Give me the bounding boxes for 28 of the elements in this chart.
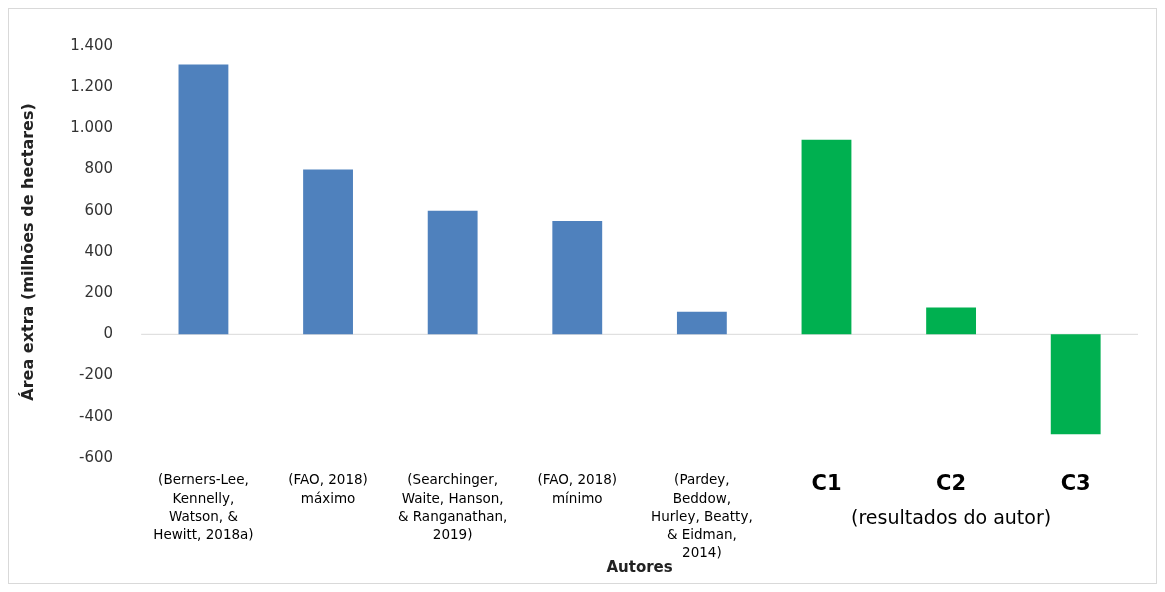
x-tick-label: C3 <box>1060 470 1091 495</box>
text: (resultados do autor) <box>851 506 1052 529</box>
y-tick-label: -200 <box>79 365 114 384</box>
bar <box>178 64 229 335</box>
y-tick-label: 1.200 <box>70 77 114 96</box>
bar <box>676 311 727 335</box>
bar <box>552 221 603 335</box>
bar <box>303 169 353 335</box>
x-tick-label: (Berners-Lee, Kennelly, Watson, & Hewitt, 2018a) <box>153 471 254 543</box>
y-tick-label: 800 <box>84 159 114 178</box>
y-tick-label: 0 <box>103 324 114 343</box>
x-tick-label: C1 <box>811 470 842 495</box>
x-tick-label: (Searchinger, Waite, Hanson, & Ranganathan, 2019) <box>397 471 508 543</box>
y-tick-label: 1.400 <box>70 35 114 54</box>
x-tick-label: (FAO, 2018) máximo <box>288 471 368 506</box>
bar <box>1050 334 1101 435</box>
x-tick-label: (FAO, 2018) mínimo <box>537 471 618 506</box>
bar <box>801 139 852 335</box>
y-tick-label: -400 <box>79 406 114 425</box>
y-tick-label: 600 <box>84 200 114 219</box>
bar <box>926 307 977 335</box>
x-tick-label: C2 <box>936 470 967 495</box>
y-tick-label: 200 <box>84 283 114 302</box>
y-tick-label: -600 <box>79 447 114 466</box>
y-tick-label: 1.000 <box>70 118 114 137</box>
y-axis-title: Área extra (milhões de hectares) <box>17 103 37 401</box>
y-tick-label: 400 <box>84 241 114 260</box>
bar <box>427 210 478 335</box>
